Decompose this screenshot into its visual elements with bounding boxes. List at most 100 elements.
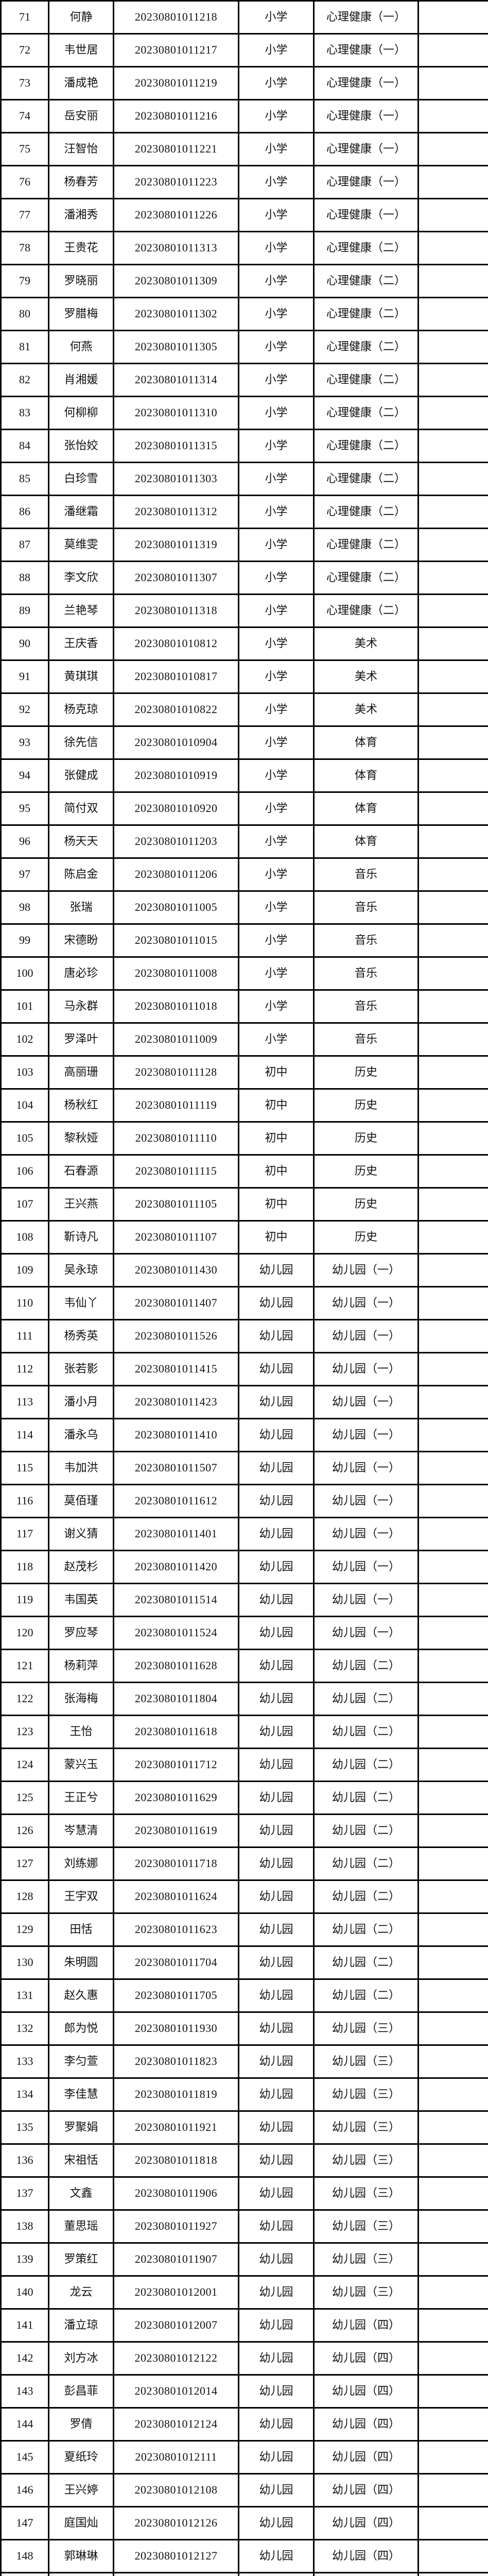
exam-number-cell: 20230801011307	[113, 561, 239, 595]
exam-number-cell: 20230801012111	[113, 2440, 239, 2475]
row-number-cell: 125	[0, 1781, 49, 1815]
note-cell	[417, 528, 488, 562]
level-cell: 幼儿园	[238, 1879, 315, 1914]
exam-number-cell: 20230801011110	[113, 1121, 239, 1156]
level-cell: 幼儿园	[238, 2506, 315, 2540]
table-row: 139 罗策红 20230801011907 幼儿园 幼儿园（三）	[0, 2242, 488, 2277]
exam-number-cell: 20230801010904	[113, 725, 239, 760]
note-cell	[417, 1517, 488, 1551]
subject-cell: 幼儿园（四）	[313, 2473, 419, 2507]
row-number-cell: 134	[0, 2077, 49, 2112]
table-row: 114 潘永乌 20230801011410 幼儿园 幼儿园（一）	[0, 1418, 488, 1452]
table-row: 130 朱明圆 20230801011704 幼儿园 幼儿园（二）	[0, 1945, 488, 1980]
note-cell	[417, 1253, 488, 1287]
row-number-cell: 81	[0, 330, 49, 364]
name-cell: 龙云	[48, 2275, 114, 2310]
table-row: 135 罗聚娟 20230801011921 幼儿园 幼儿园（三）	[0, 2110, 488, 2145]
note-cell	[417, 1715, 488, 1749]
level-cell: 小学	[238, 99, 315, 133]
name-cell: 潘继霜	[48, 495, 114, 529]
level-cell: 初中	[238, 1088, 315, 1123]
row-number-cell: 111	[0, 1319, 49, 1353]
row-number-cell: 109	[0, 1253, 49, 1287]
subject-cell: 幼儿园（三）	[313, 2275, 419, 2310]
row-number-cell: 123	[0, 1715, 49, 1749]
note-cell	[417, 66, 488, 100]
note-cell	[417, 429, 488, 463]
exam-number-cell: 20230801011005	[113, 890, 239, 925]
row-number-cell: 108	[0, 1220, 49, 1255]
exam-number-cell: 20230801011315	[113, 429, 239, 463]
note-cell	[417, 1649, 488, 1683]
name-cell: 唐必珍	[48, 956, 114, 991]
subject-cell: 幼儿园（一）	[313, 1253, 419, 1287]
table-row: 136 宋祖恬 20230801011818 幼儿园 幼儿园（三）	[0, 2143, 488, 2178]
table-row: 80 罗腊梅 20230801011302 小学 心理健康（二）	[0, 297, 488, 331]
table-row: 97 陈启金 20230801011206 小学 音乐	[0, 857, 488, 892]
level-cell: 幼儿园	[238, 1286, 315, 1320]
note-cell	[417, 1352, 488, 1386]
table-row: 76 杨春芳 20230801011223 小学 心理健康（一）	[0, 165, 488, 199]
subject-cell: 幼儿园（二）	[313, 1912, 419, 1947]
row-number-cell: 141	[0, 2308, 49, 2343]
name-cell: 杨克琼	[48, 692, 114, 727]
level-cell: 小学	[238, 857, 315, 892]
note-cell	[417, 561, 488, 595]
row-number-cell: 78	[0, 231, 49, 265]
level-cell: 小学	[238, 0, 315, 35]
subject-cell: 历史	[313, 1121, 419, 1156]
exam-number-cell: 20230801012001	[113, 2275, 239, 2310]
level-cell: 幼儿园	[238, 2077, 315, 2112]
exam-number-cell: 20230801011216	[113, 99, 239, 133]
exam-number-cell: 20230801010919	[113, 758, 239, 793]
level-cell: 小学	[238, 989, 315, 1024]
subject-cell: 心理健康（二）	[313, 396, 419, 430]
row-number-cell: 87	[0, 528, 49, 562]
table-row: 134 李佳慧 20230801011819 幼儿园 幼儿园（三）	[0, 2077, 488, 2112]
level-cell: 小学	[238, 297, 315, 331]
name-cell: 庭国灿	[48, 2506, 114, 2540]
row-number-cell: 89	[0, 594, 49, 628]
level-cell: 幼儿园	[238, 1945, 315, 1980]
name-cell: 王庆香	[48, 626, 114, 661]
subject-cell: 幼儿园（一）	[313, 1286, 419, 1320]
subject-cell: 幼儿园（一）	[313, 1484, 419, 1518]
exam-number-cell: 20230801011612	[113, 1484, 239, 1518]
table-row: 79 罗晓丽 20230801011309 小学 心理健康（二）	[0, 264, 488, 298]
note-cell	[417, 1187, 488, 1222]
exam-number-cell: 20230801011221	[113, 132, 239, 166]
row-number-cell: 71	[0, 0, 49, 35]
note-cell	[417, 0, 488, 35]
note-cell	[417, 890, 488, 925]
subject-cell: 心理健康（一）	[313, 165, 419, 199]
name-cell: 郭琳琳	[48, 2539, 114, 2573]
row-number-cell: 83	[0, 396, 49, 430]
subject-cell: 美术	[313, 626, 419, 661]
note-cell	[417, 2011, 488, 2046]
name-cell: 潘立琼	[48, 2308, 114, 2343]
note-cell	[417, 2110, 488, 2145]
level-cell: 小学	[238, 396, 315, 430]
level-cell: 幼儿园	[238, 2407, 315, 2442]
exam-number-cell: 20230801011415	[113, 1352, 239, 1386]
subject-cell: 音乐	[313, 890, 419, 925]
row-number-cell: 146	[0, 2473, 49, 2507]
table-row: 101 马永群 20230801011018 小学 音乐	[0, 989, 488, 1024]
table-row: 93 徐先信 20230801010904 小学 体育	[0, 725, 488, 760]
row-number-cell: 131	[0, 1978, 49, 2013]
note-cell	[417, 264, 488, 298]
table-row: 85 白珍雪 20230801011303 小学 心理健康（二）	[0, 462, 488, 496]
note-cell	[417, 1286, 488, 1320]
level-cell: 小学	[238, 462, 315, 496]
exam-number-cell: 20230801012007	[113, 2308, 239, 2343]
table-row: 90 王庆香 20230801010812 小学 美术	[0, 626, 488, 661]
row-number-cell: 99	[0, 923, 49, 958]
exam-number-cell: 20230801011318	[113, 594, 239, 628]
note-cell	[417, 2275, 488, 2310]
row-number-cell: 115	[0, 1451, 49, 1485]
subject-cell: 体育	[313, 758, 419, 793]
row-number-cell: 121	[0, 1649, 49, 1683]
name-cell: 杨莉萍	[48, 1649, 114, 1683]
table-row: 95 简付双 20230801010920 小学 体育	[0, 791, 488, 826]
